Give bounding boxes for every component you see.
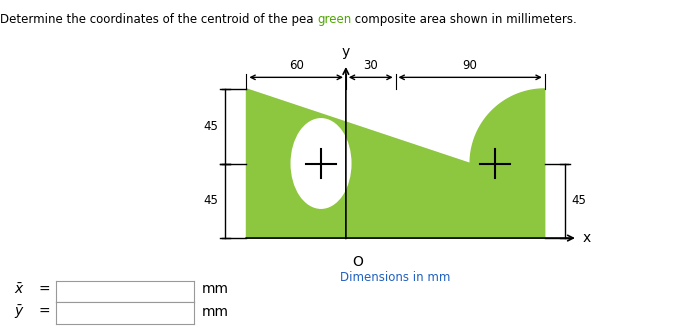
Text: x: x [583,231,591,245]
Text: composite area shown in millimeters.: composite area shown in millimeters. [351,13,577,26]
Polygon shape [246,89,545,238]
Text: 45: 45 [571,194,586,207]
Text: green: green [317,13,351,26]
Text: Determine the coordinates of the centroid of the pea green composite area shown : Determine the coordinates of the centroi… [0,326,1,327]
Text: y: y [341,45,350,59]
Text: Determine the coordinates of the centroid of the pea: Determine the coordinates of the centroi… [0,13,317,26]
Text: =: = [38,305,50,319]
Text: mm: mm [201,283,228,296]
Text: O: O [353,255,364,268]
Text: 45: 45 [203,194,219,207]
Text: mm: mm [201,305,228,319]
Text: =: = [38,283,50,296]
Text: 90: 90 [463,60,477,72]
Text: $\bar{y}$: $\bar{y}$ [14,303,24,321]
Text: Dimensions in mm: Dimensions in mm [340,271,451,284]
Text: 45: 45 [203,120,219,133]
Text: 60: 60 [289,60,303,72]
Text: 30: 30 [364,60,378,72]
Ellipse shape [291,119,351,208]
Text: $\bar{x}$: $\bar{x}$ [14,282,24,297]
